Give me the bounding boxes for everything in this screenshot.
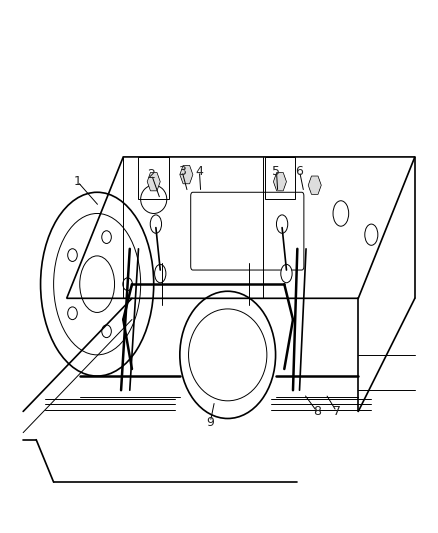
Circle shape [148,173,159,190]
Text: 5: 5 [272,165,280,177]
Polygon shape [308,176,321,195]
Polygon shape [273,173,286,191]
Circle shape [276,215,288,233]
Circle shape [155,264,166,283]
Circle shape [281,264,292,283]
Polygon shape [180,165,193,184]
Text: 4: 4 [195,165,203,177]
Text: 8: 8 [313,405,321,418]
Circle shape [275,173,285,190]
Text: 1: 1 [74,175,81,188]
Text: 9: 9 [206,416,214,429]
Text: 3: 3 [178,165,186,177]
Polygon shape [147,173,160,191]
Circle shape [150,215,162,233]
Circle shape [310,177,320,193]
Text: 2: 2 [148,168,155,181]
Text: 7: 7 [332,405,340,418]
Text: 6: 6 [296,165,304,177]
Circle shape [181,166,191,183]
